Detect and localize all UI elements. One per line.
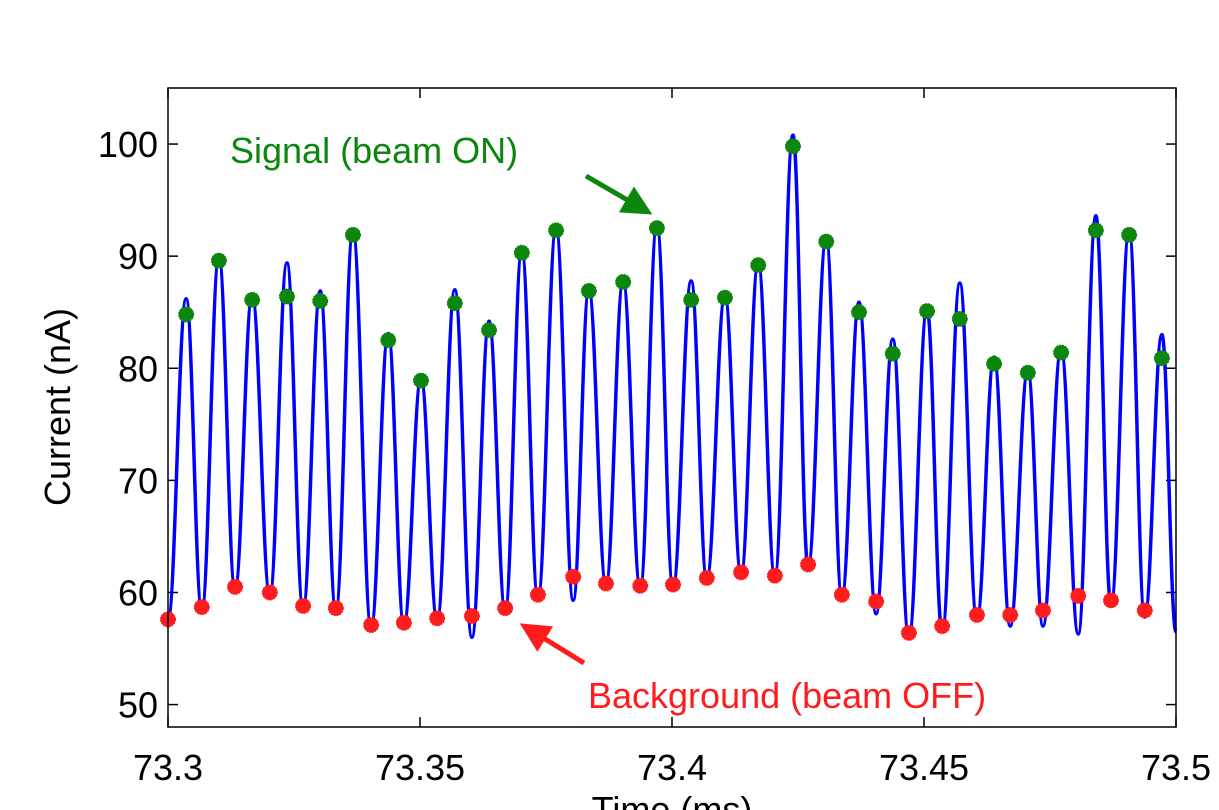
data-point — [833, 586, 850, 603]
data-point — [580, 282, 597, 299]
x-tick-label: 73.5 — [1141, 747, 1211, 788]
x-tick-label: 73.45 — [879, 747, 969, 788]
x-tick-label: 73.35 — [375, 747, 465, 788]
data-point — [597, 575, 614, 592]
data-point — [884, 345, 901, 362]
data-point — [529, 586, 546, 603]
data-point — [615, 273, 632, 290]
data-point — [210, 252, 227, 269]
data-point — [193, 599, 210, 616]
data-point — [968, 606, 985, 623]
data-point — [1034, 602, 1051, 619]
data-point — [327, 600, 344, 617]
y-tick-label: 60 — [118, 572, 158, 613]
data-point — [261, 584, 278, 601]
data-point — [380, 332, 397, 349]
data-point — [1087, 222, 1104, 239]
data-point — [1070, 587, 1087, 604]
data-point — [565, 568, 582, 585]
data-point — [784, 138, 801, 155]
data-point — [1102, 592, 1119, 609]
data-point — [868, 593, 885, 610]
data-point — [446, 295, 463, 312]
x-tick-label: 73.3 — [133, 747, 203, 788]
data-point — [227, 578, 244, 595]
data-point — [497, 600, 514, 617]
data-point — [312, 293, 329, 309]
data-point — [919, 303, 936, 320]
data-point — [278, 288, 295, 305]
data-point — [481, 322, 498, 339]
data-point — [363, 616, 380, 633]
data-point — [648, 220, 665, 237]
data-point — [951, 310, 968, 327]
data-point — [934, 618, 951, 635]
data-point — [429, 610, 446, 627]
data-point — [665, 576, 682, 593]
data-point — [1002, 606, 1019, 623]
annotation-arrow — [584, 173, 653, 215]
data-point — [513, 244, 530, 261]
data-point — [733, 564, 750, 581]
data-point — [344, 226, 361, 243]
annotation-arrow — [519, 623, 586, 666]
data-point — [818, 233, 835, 250]
x-axis-label: Time (ms) — [592, 789, 753, 810]
x-tick-label: 73.4 — [637, 747, 707, 788]
y-tick-label: 70 — [118, 460, 158, 501]
data-point — [850, 304, 867, 321]
data-point — [548, 222, 565, 239]
data-point — [244, 291, 261, 308]
annotation: Signal (beam ON) — [230, 130, 518, 171]
data-point — [986, 355, 1003, 372]
data-point — [1153, 350, 1170, 367]
y-tick-label: 80 — [118, 348, 158, 389]
data-point — [716, 289, 733, 306]
data-point — [683, 291, 700, 308]
data-point — [463, 608, 480, 625]
data-point — [413, 372, 430, 389]
y-tick-label: 100 — [98, 124, 158, 165]
data-point — [766, 567, 783, 584]
data-point — [750, 257, 767, 274]
data-point — [178, 306, 195, 323]
y-tick-label: 90 — [118, 236, 158, 277]
data-point — [1019, 364, 1036, 381]
y-axis-label: Current (nA) — [37, 308, 78, 506]
annotation: Background (beam OFF) — [588, 675, 986, 716]
data-point — [800, 556, 817, 573]
axes-frame — [167, 87, 1177, 728]
data-point — [1136, 602, 1153, 619]
data-point — [295, 597, 312, 614]
data-point — [395, 614, 412, 631]
data-point — [1053, 344, 1070, 361]
data-point — [900, 624, 917, 641]
data-point — [698, 569, 715, 586]
data-point — [1121, 226, 1138, 243]
y-tick-label: 50 — [118, 685, 158, 726]
data-point — [632, 577, 649, 594]
